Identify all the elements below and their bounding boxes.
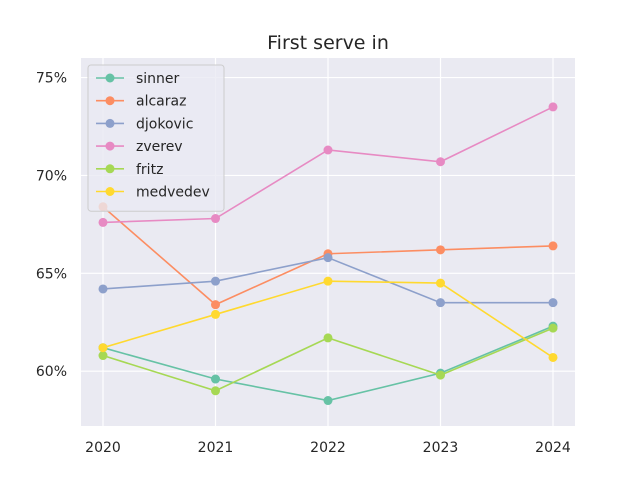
y-axis-ticks: 60% 65% 70% 75% [36, 71, 67, 381]
legend-item-zverev: zverev [96, 139, 183, 155]
legend-label: djokovic [136, 116, 193, 132]
legend-item-djokovic: djokovic [96, 116, 193, 132]
legend: sinner alcaraz djokovic zverev fritz medvedev [87, 64, 225, 212]
chart-title: First serve in [267, 32, 389, 54]
data-point [211, 214, 220, 224]
legend-swatch-marker [105, 141, 115, 151]
legend-item-sinner: sinner [96, 71, 180, 87]
y-tick-label: 60% [36, 364, 67, 380]
x-tick-label: 2023 [423, 440, 459, 456]
data-point [436, 298, 445, 308]
data-point [211, 276, 220, 286]
data-point [98, 217, 108, 227]
data-point [98, 351, 108, 361]
data-point [323, 145, 333, 155]
y-tick-label: 70% [36, 168, 67, 184]
legend-label: sinner [136, 71, 180, 87]
y-tick-label: 75% [36, 71, 67, 87]
data-point [323, 396, 333, 406]
legend-item-medvedev: medvedev [96, 185, 210, 201]
x-tick-label: 2021 [198, 440, 234, 456]
data-point [548, 102, 558, 112]
series-zverev [98, 102, 558, 227]
legend-swatch-marker [105, 73, 115, 83]
y-tick-label: 65% [36, 266, 67, 282]
x-tick-label: 2020 [85, 440, 121, 456]
data-point [548, 298, 558, 308]
data-point [436, 278, 445, 288]
legend-label: zverev [136, 139, 183, 155]
x-tick-label: 2022 [310, 440, 346, 456]
data-point [323, 253, 333, 263]
data-point [548, 241, 558, 251]
series-fritz [98, 323, 558, 396]
data-point [211, 386, 220, 396]
x-axis-ticks: 2020 2021 2022 2023 2024 [85, 440, 571, 456]
legend-label: medvedev [136, 185, 210, 201]
data-point [436, 157, 445, 167]
legend-item-alcaraz: alcaraz [96, 94, 186, 110]
legend-swatch-marker [105, 96, 115, 106]
legend-swatch-marker [105, 118, 115, 128]
data-point [436, 245, 445, 255]
legend-swatch-marker [105, 187, 115, 196]
x-tick-label: 2024 [535, 440, 571, 456]
data-point [548, 323, 558, 333]
data-point [548, 352, 558, 362]
legend-label: fritz [136, 162, 163, 178]
data-point [211, 374, 220, 384]
series-djokovic [98, 253, 558, 308]
series-medvedev [98, 276, 558, 362]
legend-swatch-marker [105, 164, 115, 174]
data-point [211, 300, 220, 310]
legend-item-fritz: fritz [96, 162, 163, 178]
data-point [211, 309, 220, 319]
data-point [98, 343, 108, 353]
data-point [323, 333, 333, 343]
legend-box [87, 64, 225, 212]
legend-label: alcaraz [136, 94, 186, 110]
data-point [323, 276, 333, 286]
data-point [98, 284, 108, 294]
data-point [436, 370, 445, 380]
